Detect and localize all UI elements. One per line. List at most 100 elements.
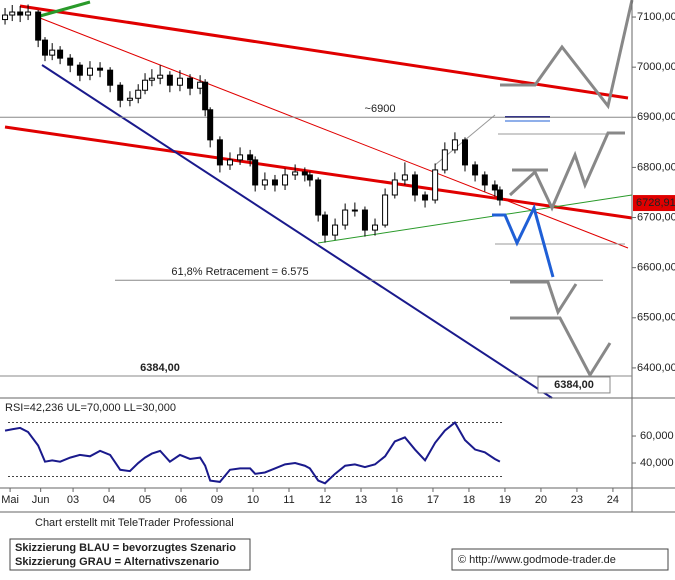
trend-line: [39, 17, 629, 249]
y-tick-label: 60,000: [640, 430, 674, 442]
level-box: [537, 376, 611, 394]
rsi-line: [4, 421, 501, 485]
candle-body: [247, 154, 254, 161]
x-tick-label: 06: [175, 494, 187, 506]
y-tick-label: 7100,00: [637, 11, 675, 23]
x-tick-label: 11: [283, 494, 294, 506]
x-tick-label: 10: [247, 494, 259, 506]
candle-body: [472, 164, 479, 176]
candle-body: [301, 171, 308, 176]
candle-body: [25, 11, 32, 16]
y-tick-label: 6600,00: [637, 262, 675, 274]
candle-body: [315, 179, 322, 216]
candle-body: [401, 174, 408, 181]
candle-body: [422, 194, 429, 201]
candle-body: [148, 77, 155, 81]
candle-body: [2, 14, 9, 21]
last-price-box: [633, 195, 675, 212]
scenario-grey: [510, 316, 612, 379]
candle-body: [135, 89, 142, 99]
candle-body: [57, 49, 64, 59]
candle-body: [496, 189, 503, 201]
candle-body: [216, 139, 223, 166]
trend-line: [317, 194, 633, 244]
level-label: ~6900: [365, 103, 396, 115]
x-tick-label: 17: [427, 494, 439, 506]
y-tick-label: 7000,00: [637, 61, 675, 73]
candle-body: [41, 39, 48, 56]
x-tick-label: 23: [571, 494, 583, 506]
x-tick-label: 05: [139, 494, 151, 506]
trend-line: [41, 64, 553, 399]
candle-body: [176, 77, 183, 86]
y-tick-label: 6500,00: [637, 312, 675, 324]
candle-body: [261, 179, 268, 186]
candle-body: [35, 11, 42, 41]
candle-body: [271, 179, 278, 186]
trend-line: [19, 4, 629, 100]
x-tick-label: 20: [535, 494, 547, 506]
scenario-grey: [508, 131, 625, 212]
candle-body: [342, 209, 349, 226]
x-tick-label: 19: [499, 494, 511, 506]
candle-body: [361, 209, 368, 231]
candle-body: [142, 79, 149, 91]
candle-body: [207, 109, 214, 141]
candle-body: [86, 67, 93, 76]
y-tick-label: 6800,00: [637, 161, 675, 173]
candle-body: [282, 174, 289, 186]
candle-body: [197, 81, 204, 89]
trend-line: [4, 125, 633, 220]
x-tick-label: 24: [607, 494, 619, 506]
x-tick-label: Mai: [1, 494, 19, 506]
candle-body: [351, 209, 358, 212]
y-tick-label: 6700,00: [637, 211, 675, 223]
candle-body: [49, 49, 56, 56]
x-tick-label: 13: [355, 494, 367, 506]
x-tick-label: 12: [319, 494, 331, 506]
source-box: [451, 548, 669, 571]
x-tick-label: 04: [103, 494, 115, 506]
candle-body: [237, 154, 244, 161]
candle-body: [292, 171, 299, 176]
y-tick-label: 6400,00: [637, 362, 675, 374]
credit: Chart erstellt mit TeleTrader Profession…: [35, 517, 234, 529]
candle-body: [202, 81, 209, 111]
x-tick-label: Jun: [32, 494, 50, 506]
candle-body: [481, 174, 488, 186]
candle-body: [126, 97, 133, 101]
x-tick-label: 18: [463, 494, 475, 506]
last-price-label: 6728,91: [636, 197, 675, 209]
legend-text: Skizzierung GRAU = Alternativszenario: [15, 556, 219, 568]
candle-body: [306, 174, 313, 181]
level-label: 6384,00: [140, 362, 180, 374]
candle-body: [9, 11, 16, 16]
candle-body: [157, 74, 164, 79]
legend-box: [9, 538, 251, 571]
candle-body: [76, 64, 83, 76]
candle-body: [332, 224, 339, 236]
source: © http://www.godmode-trader.de: [458, 554, 616, 566]
candle-body: [391, 179, 398, 196]
candle-body: [411, 174, 418, 196]
scenario-blue: [492, 203, 555, 278]
x-tick-label: 16: [391, 494, 403, 506]
candle-body: [117, 84, 124, 101]
level-label: 61,8% Retracement = 6.575: [171, 266, 308, 278]
annotations: [4, 0, 634, 399]
candle-body: [372, 224, 379, 231]
scenario-grey: [510, 280, 578, 316]
candle-body: [462, 139, 469, 166]
x-tick-label: 03: [67, 494, 79, 506]
candle-body: [441, 149, 448, 171]
candle-body: [382, 194, 389, 226]
candle-body: [187, 77, 194, 89]
candle-body: [432, 169, 439, 201]
candle-body: [17, 11, 24, 16]
candle-body: [451, 139, 458, 151]
candle-body: [491, 184, 498, 191]
y-tick-label: 6900,00: [637, 111, 675, 123]
candle-body: [67, 57, 74, 66]
